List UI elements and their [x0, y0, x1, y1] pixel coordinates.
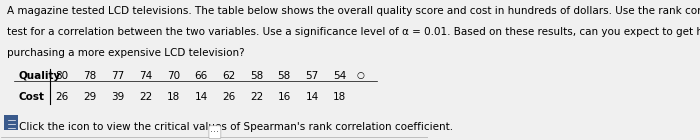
Text: 39: 39: [111, 92, 125, 102]
Text: 14: 14: [195, 92, 208, 102]
Text: ···: ···: [211, 127, 219, 137]
Text: 58: 58: [250, 71, 263, 81]
Text: A magazine tested LCD televisions. The table below shows the overall quality sco: A magazine tested LCD televisions. The t…: [6, 5, 700, 16]
Text: 74: 74: [139, 71, 152, 81]
Text: 18: 18: [167, 92, 180, 102]
Text: 22: 22: [250, 92, 263, 102]
Text: 26: 26: [55, 92, 69, 102]
Text: 16: 16: [278, 92, 291, 102]
FancyBboxPatch shape: [4, 115, 18, 130]
Text: 66: 66: [195, 71, 208, 81]
Text: Click the icon to view the critical values of Spearman's rank correlation coeffi: Click the icon to view the critical valu…: [20, 122, 454, 132]
Text: Cost: Cost: [18, 92, 45, 102]
Text: test for a correlation between the two variables. Use a significance level of α : test for a correlation between the two v…: [6, 27, 700, 37]
Text: 14: 14: [305, 92, 318, 102]
Text: 26: 26: [222, 92, 235, 102]
Text: 80: 80: [55, 71, 69, 81]
Text: 58: 58: [278, 71, 291, 81]
Text: ○: ○: [356, 71, 365, 80]
Text: 18: 18: [333, 92, 346, 102]
Text: 29: 29: [83, 92, 97, 102]
Text: 22: 22: [139, 92, 152, 102]
Text: 62: 62: [222, 71, 235, 81]
Text: 57: 57: [305, 71, 318, 81]
Text: 77: 77: [111, 71, 125, 81]
Text: 54: 54: [333, 71, 346, 81]
Text: purchasing a more expensive LCD television?: purchasing a more expensive LCD televisi…: [6, 48, 244, 58]
Text: Quality: Quality: [18, 71, 61, 81]
Text: 78: 78: [83, 71, 97, 81]
Text: 70: 70: [167, 71, 180, 81]
